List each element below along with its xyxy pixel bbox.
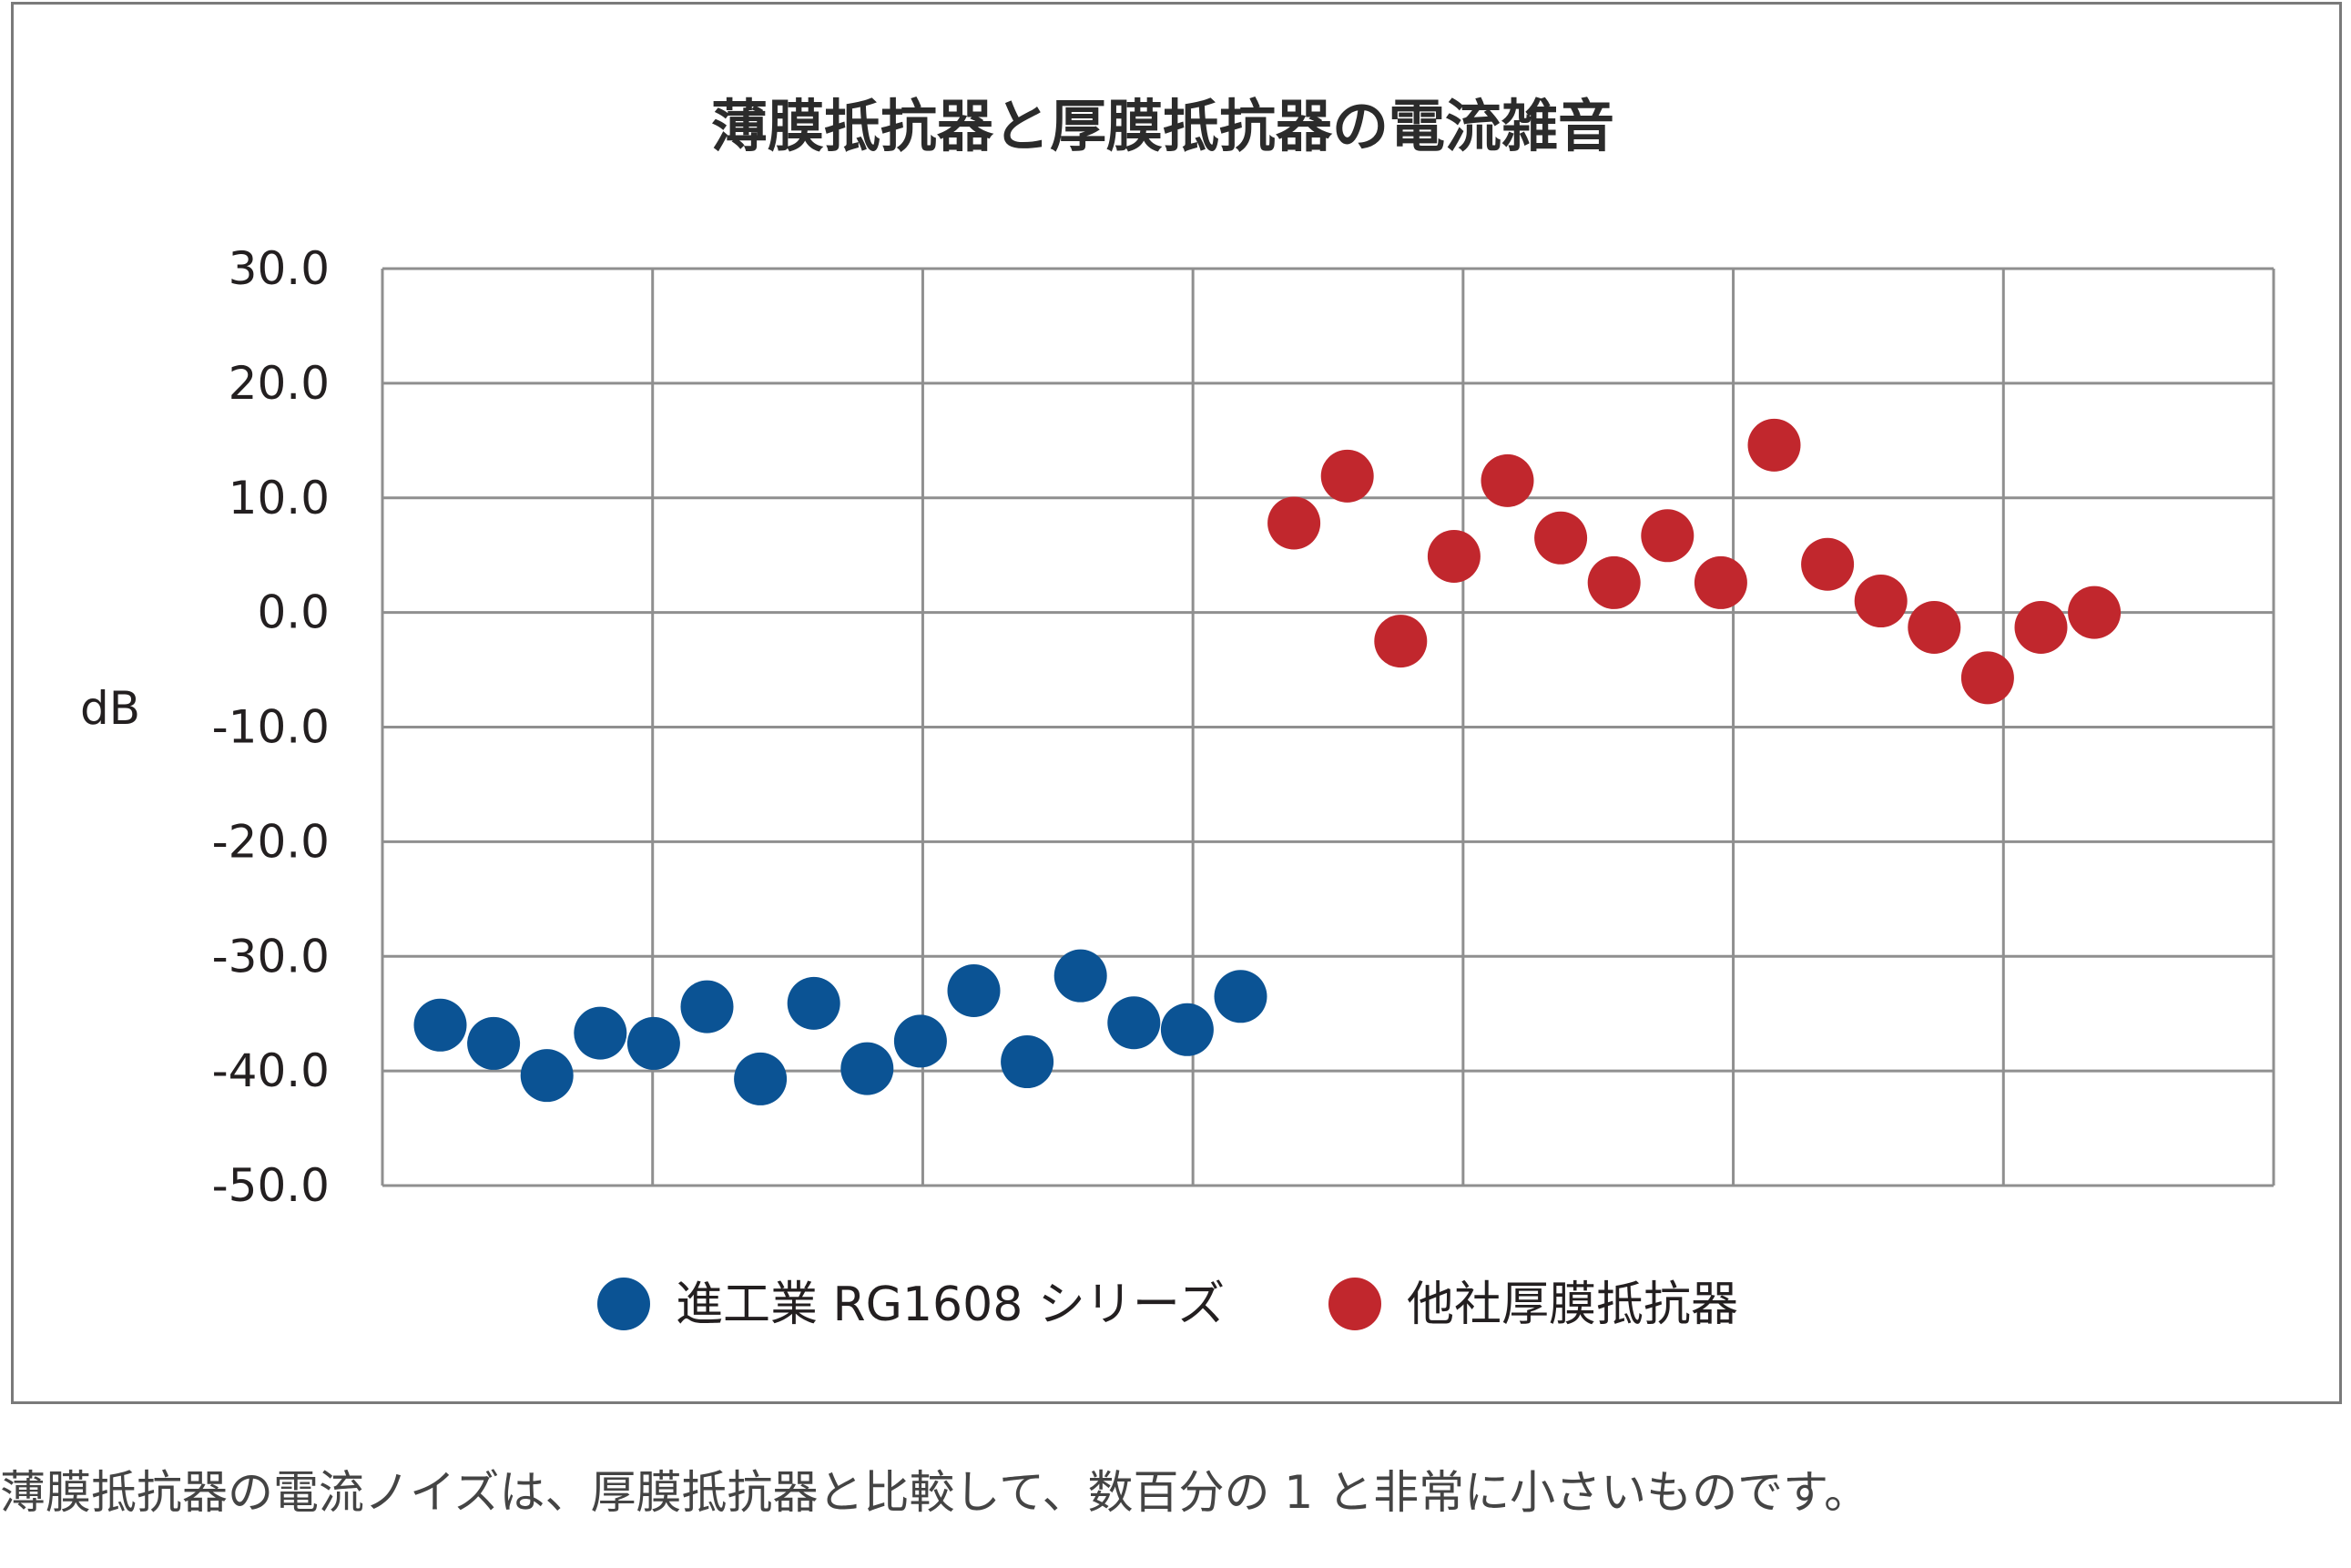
chart-title: 薄膜抵抗器と厚膜抵抗器の電流雑音 <box>711 93 1614 159</box>
data-point-series-1 <box>626 1016 680 1070</box>
data-point-series-1 <box>520 1049 574 1103</box>
data-point-series-1 <box>734 1052 788 1105</box>
chart-caption: 薄膜抵抗器の電流ノイズは、厚膜抵抗器と比較して、数百分の 1 と非常に小さいもの… <box>0 1466 1870 1519</box>
data-points <box>413 418 2122 1105</box>
data-point-series-1 <box>947 964 1001 1018</box>
y-tick-label: 0.0 <box>257 586 330 639</box>
data-point-series-1 <box>1214 970 1267 1023</box>
y-tick-label: -30.0 <box>212 930 330 983</box>
data-point-series-2 <box>1801 537 1855 591</box>
data-point-series-1 <box>1107 996 1161 1050</box>
data-point-series-1 <box>1053 949 1107 1003</box>
data-point-series-1 <box>574 1006 627 1060</box>
data-point-series-1 <box>787 976 840 1030</box>
data-point-series-2 <box>1320 449 1374 503</box>
data-point-series-2 <box>2014 600 2068 654</box>
y-axis-ticks: 30.0 20.0 10.0 0.0 -10.0 -20.0 -30.0 -40.0 -50.0 <box>212 242 330 1212</box>
legend: 進工業 RG1608 シリーズ 他社厚膜抵抗器 <box>597 1278 1738 1332</box>
data-point-series-2 <box>1481 453 1534 507</box>
legend-label: 他社厚膜抵抗器 <box>1407 1278 1738 1332</box>
data-point-series-1 <box>893 1014 947 1068</box>
y-tick-label: 30.0 <box>229 242 330 295</box>
legend-marker <box>1328 1278 1381 1330</box>
data-point-series-2 <box>1908 600 1961 654</box>
data-point-series-1 <box>467 1016 521 1070</box>
data-point-series-2 <box>1854 575 1908 628</box>
y-tick-label: -10.0 <box>212 701 330 754</box>
data-point-series-2 <box>1374 615 1428 668</box>
legend-label: 進工業 RG1608 シリーズ <box>676 1278 1225 1332</box>
y-tick-label: 10.0 <box>229 472 330 524</box>
data-point-series-2 <box>1641 509 1695 563</box>
y-tick-label: -20.0 <box>212 815 330 868</box>
legend-marker <box>597 1278 650 1330</box>
data-point-series-2 <box>1694 555 1747 609</box>
data-point-series-2 <box>1960 651 2014 705</box>
data-point-series-2 <box>2068 585 2122 639</box>
data-point-series-1 <box>1001 1035 1054 1089</box>
data-point-series-1 <box>840 1042 894 1095</box>
data-point-series-2 <box>1587 555 1641 609</box>
y-tick-label: 20.0 <box>229 357 330 410</box>
data-point-series-1 <box>1160 1003 1214 1056</box>
data-point-series-2 <box>1267 496 1321 550</box>
grid <box>381 267 2275 1187</box>
data-point-series-2 <box>1747 418 1801 472</box>
y-tick-label: -40.0 <box>212 1044 330 1097</box>
data-point-series-2 <box>1534 511 1588 565</box>
y-axis-label: dB <box>80 682 140 735</box>
y-tick-label: -50.0 <box>212 1159 330 1212</box>
data-point-series-1 <box>413 998 467 1052</box>
data-point-series-1 <box>680 980 734 1033</box>
chart-frame <box>11 2 2342 1404</box>
data-point-series-2 <box>1427 529 1481 583</box>
